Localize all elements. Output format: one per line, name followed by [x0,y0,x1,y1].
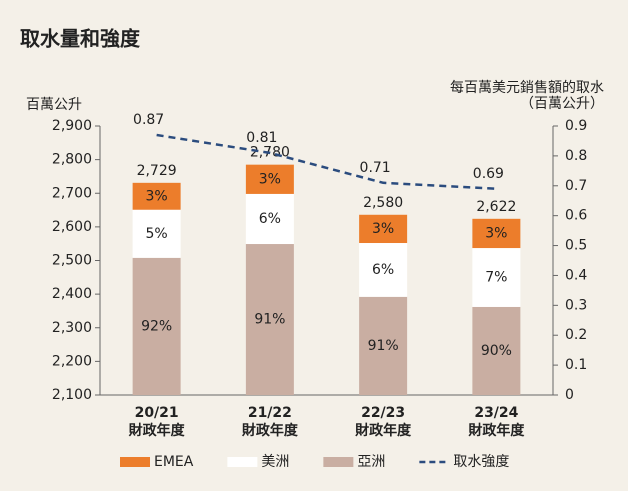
x-tick-label: 財政年度 [467,422,525,439]
segment-label: 6% [259,211,281,227]
x-tick-label: 財政年度 [354,422,412,439]
y2-tick-label: 0.2 [565,327,587,343]
y2-tick-label: 0.1 [565,357,587,373]
y-tick-label: 2,400 [52,286,92,302]
segment-label: 91% [368,338,399,354]
x-tick-label: 財政年度 [128,422,186,439]
y-tick-label: 2,500 [52,253,92,269]
y2-tick-label: 0.8 [565,148,587,164]
bar-segment [472,218,521,249]
bar-segment [132,257,181,395]
y-tick-label: 2,300 [52,320,92,336]
segment-label: 3% [259,171,281,187]
total-label: 2,729 [137,163,177,179]
line-label: 0.71 [360,160,391,176]
legend-swatch [120,457,150,467]
line-label: 0.81 [246,130,277,146]
bar-segment [472,306,521,395]
legend-swatch [227,457,258,467]
y2-tick-label: 0.3 [565,297,587,313]
line-label: 0.69 [473,166,504,182]
x-tick-label: 22/23 [361,405,405,421]
bar-segment [132,209,181,258]
bar-segment [245,164,294,194]
segment-label: 5% [146,226,168,242]
y-tick-label: 2,100 [52,387,92,403]
legend-label: 取水強度 [453,454,509,470]
segment-label: 6% [372,262,394,278]
y2-axis-title: 每百萬美元銷售額的取水 [450,80,604,96]
line-series [156,133,497,191]
segment-label: 91% [254,312,285,328]
segment-label: 3% [372,221,394,237]
x-tick-label: 20/21 [135,405,179,421]
segment-label: 3% [485,225,507,241]
x-tick-label: 23/24 [474,405,518,421]
segment-label: 92% [141,318,172,334]
legend-label: 美洲 [261,454,289,470]
total-label: 2,580 [363,195,403,211]
total-label: 2,622 [476,199,516,215]
bar-segment [359,214,408,244]
y2-tick-label: 0.7 [565,178,587,194]
segment-label: 7% [485,269,507,285]
bar-segment [359,243,408,297]
y2-tick-label: 0.4 [565,267,587,283]
segment-label: 90% [481,343,512,359]
line-label: 0.87 [133,112,164,128]
y-tick-label: 2,600 [52,219,92,235]
y-tick-label: 2,900 [52,118,92,134]
bar-segment [245,244,294,395]
bar-segment [359,296,408,395]
x-tick-label: 財政年度 [241,422,299,439]
y2-tick-label: 0.6 [565,208,587,224]
legend-swatch [323,457,354,467]
y2-tick-label: 0.9 [565,118,587,134]
legend-label: 亞洲 [357,454,385,470]
y-axis-title: 百萬公升 [26,97,82,113]
bar-segment [132,182,181,210]
legend-label: EMEA [154,454,194,470]
bar-segment [245,193,294,245]
y2-axis-title: （百萬公升） [520,96,604,112]
chart-title: 取水量和強度 [20,27,141,51]
y-tick-label: 2,200 [52,353,92,369]
y2-tick-label: 0.5 [565,238,587,254]
y2-tick-label: 0 [565,387,574,403]
bar-segment [472,248,521,307]
x-tick-label: 21/22 [248,405,292,421]
y-tick-label: 2,800 [52,152,92,168]
y-tick-label: 2,700 [52,185,92,201]
segment-label: 3% [146,188,168,204]
